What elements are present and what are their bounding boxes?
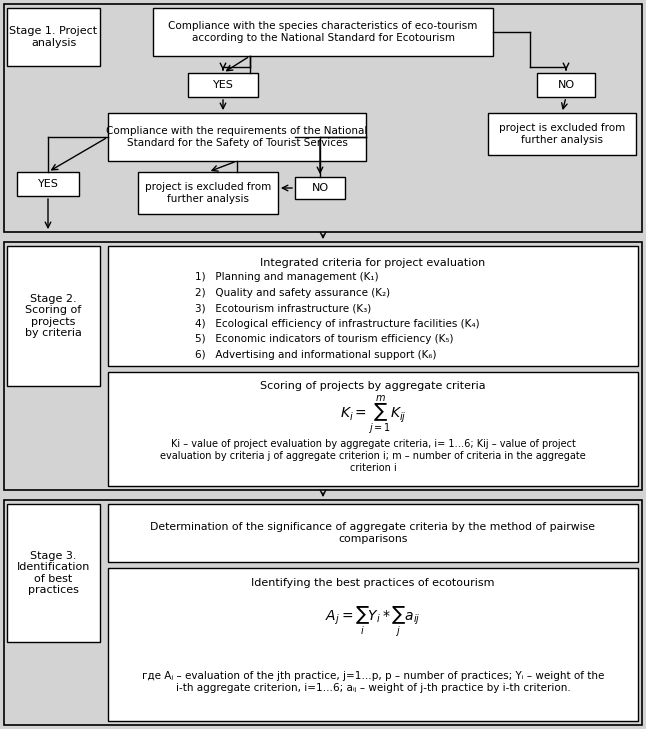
Bar — [4, 500, 642, 725]
Text: Stage 2.
Scoring of
projects
by criteria: Stage 2. Scoring of projects by criteria — [25, 294, 82, 338]
Text: $K_i = \sum_{j=1}^{m} K_{ij}$: $K_i = \sum_{j=1}^{m} K_{ij}$ — [340, 394, 406, 437]
Text: YES: YES — [37, 179, 58, 189]
Text: 1)   Planning and management (K₁): 1) Planning and management (K₁) — [195, 272, 379, 282]
Bar — [4, 242, 642, 490]
Bar — [7, 8, 100, 66]
Text: 2)   Quality and safety assurance (K₂): 2) Quality and safety assurance (K₂) — [195, 287, 390, 297]
Text: где Aⱼ – evaluation of the jth practice, j=1…p, p – number of practices; Yᵢ – we: где Aⱼ – evaluation of the jth practice,… — [142, 671, 604, 693]
Bar — [108, 113, 366, 161]
Bar — [488, 113, 636, 155]
Bar — [537, 73, 595, 97]
Text: Scoring of projects by aggregate criteria: Scoring of projects by aggregate criteri… — [260, 381, 486, 391]
Text: 5)   Economic indicators of tourism efficiency (K₅): 5) Economic indicators of tourism effici… — [195, 334, 453, 344]
Text: Determination of the significance of aggregate criteria by the method of pairwis: Determination of the significance of agg… — [151, 522, 596, 544]
Text: Identifying the best practices of ecotourism: Identifying the best practices of ecotou… — [251, 578, 495, 588]
Text: Ki – value of project evaluation by aggregate criteria, i= 1…6; Kij – value of p: Ki – value of project evaluation by aggr… — [160, 440, 586, 472]
Bar — [108, 372, 638, 486]
Text: Compliance with the species characteristics of eco-tourism
according to the Nati: Compliance with the species characterist… — [169, 21, 477, 43]
Text: 3)   Ecotourism infrastructure (K₃): 3) Ecotourism infrastructure (K₃) — [195, 303, 371, 313]
Text: Integrated criteria for project evaluation: Integrated criteria for project evaluati… — [260, 258, 486, 268]
Text: $A_j = \sum_{i} Y_i * \sum_{j} a_{ij}$: $A_j = \sum_{i} Y_i * \sum_{j} a_{ij}$ — [326, 605, 421, 639]
Bar — [108, 504, 638, 562]
Text: project is excluded from
further analysis: project is excluded from further analysi… — [499, 123, 625, 145]
Bar — [108, 568, 638, 721]
Bar — [17, 172, 79, 196]
Text: NO: NO — [557, 80, 574, 90]
Text: NO: NO — [311, 183, 329, 193]
Bar — [295, 177, 345, 199]
Text: 4)   Ecological efficiency of infrastructure facilities (K₄): 4) Ecological efficiency of infrastructu… — [195, 319, 479, 329]
Bar — [7, 246, 100, 386]
Text: project is excluded from
further analysis: project is excluded from further analysi… — [145, 182, 271, 204]
Text: Stage 1. Project
analysis: Stage 1. Project analysis — [10, 26, 98, 48]
Bar — [4, 4, 642, 232]
Bar — [108, 246, 638, 366]
Bar — [7, 504, 100, 642]
Text: 6)   Advertising and informational support (K₆): 6) Advertising and informational support… — [195, 349, 437, 359]
Text: YES: YES — [213, 80, 233, 90]
Text: Stage 3.
Identification
of best
practices: Stage 3. Identification of best practice… — [17, 550, 90, 596]
Text: Compliance with the requirements of the National
Standard for the Safety of Tour: Compliance with the requirements of the … — [107, 126, 368, 148]
Bar — [138, 172, 278, 214]
Bar — [188, 73, 258, 97]
Bar — [153, 8, 493, 56]
